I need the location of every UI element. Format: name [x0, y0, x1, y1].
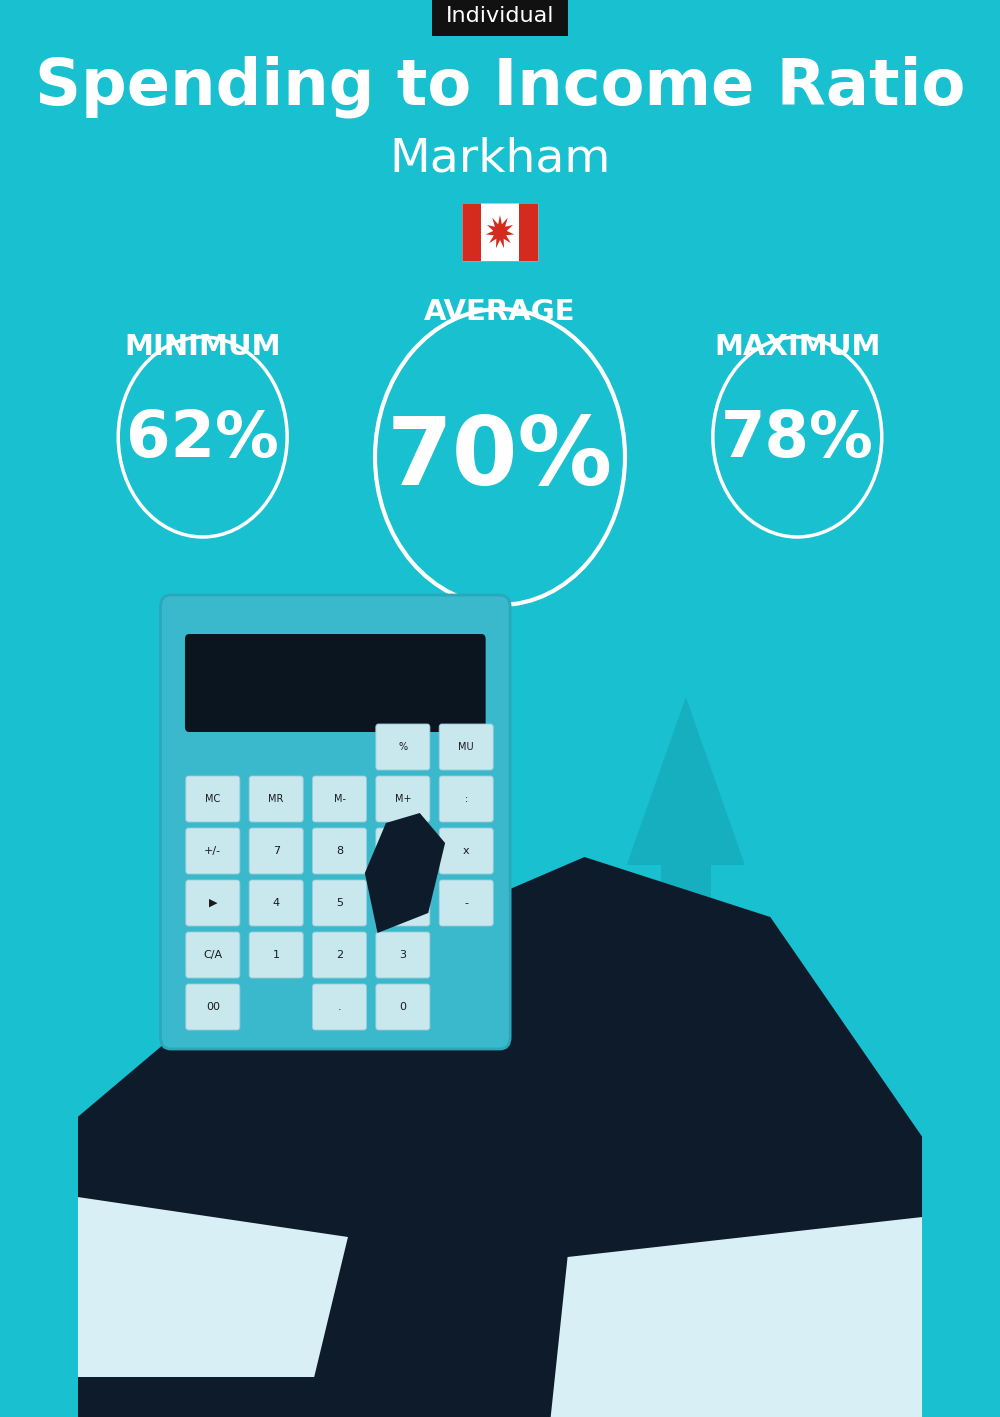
Polygon shape: [348, 857, 922, 1417]
FancyBboxPatch shape: [439, 777, 493, 822]
Bar: [819, 1129, 856, 1152]
Bar: [745, 1260, 846, 1268]
FancyBboxPatch shape: [439, 880, 493, 925]
Text: %: %: [398, 743, 407, 752]
Text: 70%: 70%: [387, 412, 613, 504]
FancyBboxPatch shape: [186, 777, 240, 822]
Text: 2: 2: [336, 949, 343, 959]
Text: MU: MU: [458, 743, 474, 752]
FancyBboxPatch shape: [249, 932, 303, 978]
Text: C/A: C/A: [203, 949, 222, 959]
FancyBboxPatch shape: [186, 880, 240, 925]
FancyBboxPatch shape: [376, 983, 430, 1030]
Text: 7: 7: [273, 846, 280, 856]
FancyBboxPatch shape: [249, 880, 303, 925]
Text: 4: 4: [273, 898, 280, 908]
Text: MINIMUM: MINIMUM: [124, 333, 281, 361]
Text: x: x: [463, 846, 470, 856]
Bar: [745, 1270, 846, 1277]
FancyBboxPatch shape: [439, 724, 493, 769]
Text: 78%: 78%: [721, 408, 874, 470]
Text: $: $: [822, 1203, 853, 1247]
FancyBboxPatch shape: [376, 880, 430, 925]
FancyBboxPatch shape: [249, 828, 303, 874]
Text: MAXIMUM: MAXIMUM: [714, 333, 881, 361]
Polygon shape: [78, 1197, 348, 1377]
Bar: [496, 1165, 741, 1287]
Polygon shape: [162, 927, 297, 1077]
Bar: [663, 1195, 707, 1237]
FancyBboxPatch shape: [376, 724, 430, 769]
Bar: [745, 1233, 846, 1241]
Polygon shape: [365, 813, 445, 932]
FancyBboxPatch shape: [249, 777, 303, 822]
Text: :: :: [465, 794, 468, 803]
Bar: [519, 203, 538, 261]
Polygon shape: [627, 697, 745, 864]
Bar: [432, 0, 568, 35]
Polygon shape: [297, 626, 483, 862]
Text: MR: MR: [268, 794, 284, 803]
Bar: [600, 1217, 637, 1287]
Circle shape: [775, 1146, 901, 1297]
FancyBboxPatch shape: [312, 983, 367, 1030]
Text: 9: 9: [399, 846, 406, 856]
Text: M-: M-: [334, 794, 346, 803]
Polygon shape: [78, 956, 466, 1417]
FancyBboxPatch shape: [312, 828, 367, 874]
Bar: [462, 203, 481, 261]
Bar: [665, 1085, 690, 1136]
Text: MC: MC: [205, 794, 220, 803]
Text: Individual: Individual: [446, 6, 554, 26]
Text: Spending to Income Ratio: Spending to Income Ratio: [35, 55, 965, 118]
Text: 6: 6: [399, 898, 406, 908]
Text: 0: 0: [399, 1002, 406, 1012]
Text: .: .: [338, 1002, 341, 1012]
FancyBboxPatch shape: [186, 932, 240, 978]
Text: 1: 1: [273, 949, 280, 959]
Bar: [745, 1251, 846, 1258]
Polygon shape: [486, 215, 514, 248]
Text: 8: 8: [336, 846, 343, 856]
Text: +/-: +/-: [204, 846, 221, 856]
Text: 3: 3: [399, 949, 406, 959]
FancyBboxPatch shape: [312, 932, 367, 978]
Text: 62%: 62%: [126, 408, 279, 470]
Text: Markham: Markham: [389, 136, 611, 181]
Bar: [530, 1195, 573, 1237]
Bar: [745, 1224, 846, 1231]
FancyBboxPatch shape: [439, 828, 493, 874]
Text: M+: M+: [395, 794, 411, 803]
Polygon shape: [351, 862, 429, 1187]
Bar: [481, 203, 519, 261]
FancyBboxPatch shape: [312, 777, 367, 822]
FancyBboxPatch shape: [376, 777, 430, 822]
FancyBboxPatch shape: [376, 828, 430, 874]
Bar: [755, 1121, 785, 1139]
FancyBboxPatch shape: [186, 828, 240, 874]
Bar: [745, 1206, 846, 1214]
Text: 5: 5: [336, 898, 343, 908]
Text: $: $: [759, 1179, 782, 1212]
Text: 00: 00: [206, 1002, 220, 1012]
FancyBboxPatch shape: [376, 932, 430, 978]
FancyBboxPatch shape: [185, 633, 486, 733]
FancyBboxPatch shape: [186, 983, 240, 1030]
Text: ▶: ▶: [209, 898, 217, 908]
Polygon shape: [661, 864, 711, 1097]
Polygon shape: [551, 1217, 922, 1417]
FancyBboxPatch shape: [312, 880, 367, 925]
Text: -: -: [464, 898, 468, 908]
Bar: [462, 203, 538, 261]
Bar: [745, 1241, 846, 1250]
Circle shape: [721, 1134, 819, 1250]
FancyBboxPatch shape: [160, 595, 510, 1049]
Bar: [745, 1214, 846, 1223]
Polygon shape: [479, 1077, 758, 1165]
Text: AVERAGE: AVERAGE: [424, 298, 576, 326]
